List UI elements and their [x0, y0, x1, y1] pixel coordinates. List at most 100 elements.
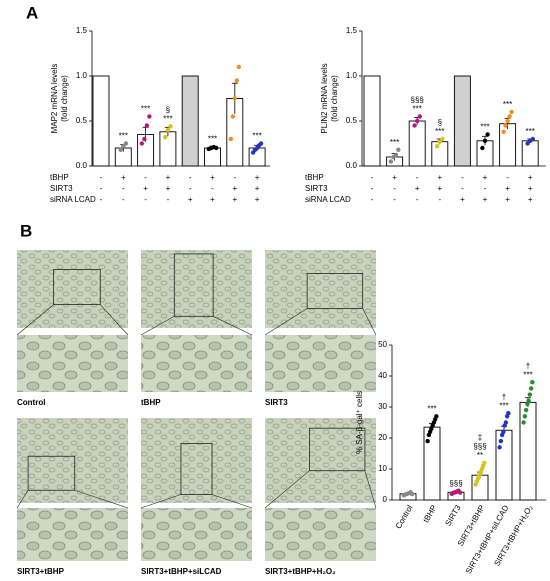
image-label: SIRT3+tBHP+siLCAD	[141, 567, 222, 576]
significance: ***	[413, 105, 422, 114]
significance: †	[526, 361, 530, 370]
data-point	[498, 438, 504, 444]
row-sign: +	[188, 195, 193, 204]
significance: §	[166, 106, 170, 115]
row-label: SIRT3	[50, 184, 73, 193]
y-tick-label: 0	[383, 495, 388, 504]
bar	[408, 120, 426, 167]
row-sign: +	[460, 195, 465, 204]
inset-line	[264, 470, 310, 509]
bar	[92, 75, 110, 167]
row-sign: +	[210, 195, 215, 204]
y-tick-label: 20	[378, 433, 387, 442]
y-tick-label: 1.5	[76, 26, 88, 35]
data-point	[163, 135, 168, 140]
data-point	[530, 136, 535, 142]
significance: ***	[252, 132, 261, 141]
data-point	[230, 114, 235, 119]
row-sign: -	[371, 195, 374, 204]
inset-line	[364, 470, 377, 509]
significance: ‡	[478, 433, 482, 442]
row-sign: -	[122, 184, 125, 193]
significance: ***	[119, 132, 128, 141]
row-sign: +	[255, 195, 260, 204]
significance: ***	[435, 127, 444, 136]
y-tick-label: 50	[378, 340, 387, 349]
data-point	[527, 392, 533, 397]
significance: ***	[523, 370, 532, 379]
y-tick-label: 40	[378, 371, 387, 380]
inset-line	[16, 490, 29, 509]
data-point	[142, 136, 147, 142]
data-point	[228, 136, 233, 142]
data-point	[501, 129, 506, 134]
row-sign: +	[143, 184, 148, 193]
significance: §§§	[449, 479, 462, 488]
significance: ***	[503, 100, 512, 109]
row-sign: +	[166, 173, 171, 182]
bar	[431, 141, 449, 167]
data-point	[232, 96, 237, 101]
row-sign: +	[528, 173, 533, 182]
data-point	[417, 114, 422, 119]
inset-line	[74, 489, 129, 509]
row-sign: -	[167, 195, 170, 204]
data-point	[503, 123, 508, 128]
data-point	[509, 109, 514, 115]
x-tick-label: tBHP	[421, 504, 438, 525]
inset-box	[306, 272, 364, 309]
y-axis-label: % SA-β-gal⁺ cells	[355, 391, 364, 454]
inset-line	[264, 308, 308, 336]
row-sign: +	[255, 173, 260, 182]
row-sign: -	[393, 184, 396, 193]
inset-box	[27, 455, 76, 491]
row-sign: +	[166, 184, 171, 193]
micrograph-zoom	[141, 508, 252, 561]
y-tick-label: 1.0	[346, 71, 358, 80]
data-point	[526, 398, 531, 403]
bar	[499, 123, 517, 167]
row-sign: +	[505, 195, 510, 204]
row-sign: -	[393, 195, 396, 204]
y-tick-label: 1.0	[76, 71, 88, 80]
bar	[519, 401, 537, 501]
significance: §	[438, 118, 442, 127]
data-point	[528, 386, 534, 391]
image-label: tBHP	[141, 398, 161, 407]
significance: ***	[480, 123, 489, 132]
data-point	[412, 123, 417, 128]
data-point	[165, 127, 171, 133]
data-point	[482, 138, 488, 143]
y-axis-label: (fold change)	[60, 75, 69, 122]
y-axis-label: MAP2 mRNA levels	[50, 64, 59, 134]
row-sign: +	[483, 173, 488, 182]
bar	[453, 75, 471, 167]
data-point	[440, 136, 445, 142]
significance: ***	[163, 115, 172, 124]
row-sign: -	[144, 173, 147, 182]
row-sign: -	[484, 184, 487, 193]
row-sign: -	[438, 195, 441, 204]
inset-line	[16, 304, 54, 336]
row-sign: -	[371, 173, 374, 182]
data-point	[480, 145, 485, 151]
row-sign: +	[255, 184, 260, 193]
row-sign: +	[437, 173, 442, 182]
significance: ***	[499, 401, 508, 410]
row-sign: -	[100, 195, 103, 204]
row-sign: +	[232, 195, 237, 204]
data-point	[118, 147, 123, 152]
row-sign: -	[371, 184, 374, 193]
bar	[423, 426, 441, 501]
significance: §§§	[473, 442, 486, 451]
data-point	[530, 380, 535, 385]
micrograph-zoom	[17, 335, 128, 392]
x-tick-label: SIRT3	[443, 503, 462, 527]
y-tick-label: 0.0	[346, 161, 358, 170]
row-sign: -	[100, 173, 103, 182]
panel-label: B	[20, 221, 32, 240]
y-axis-label: PLIN2 mRNA levels	[320, 63, 329, 133]
bar	[521, 140, 539, 167]
micrograph	[141, 418, 252, 503]
